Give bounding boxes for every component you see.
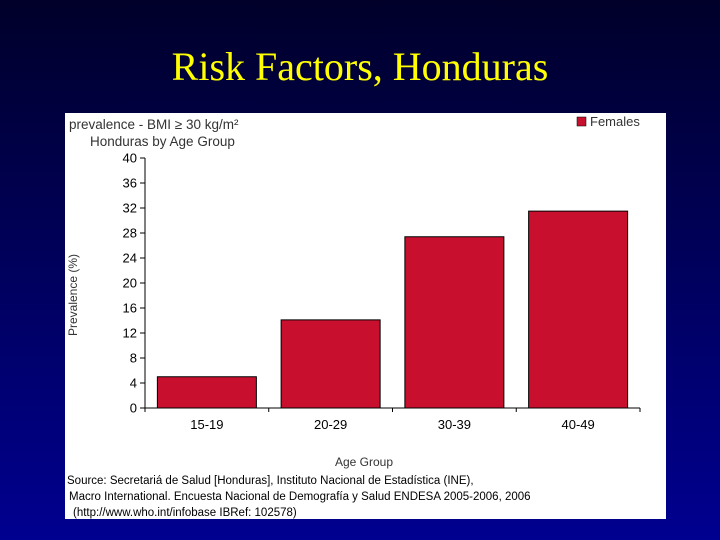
x-tick-label: 40-49 xyxy=(562,417,595,432)
y-tick-label: 28 xyxy=(123,226,137,241)
legend-label: Females xyxy=(590,114,640,129)
x-tick-label: 20-29 xyxy=(314,417,347,432)
y-tick-label: 16 xyxy=(123,301,137,316)
bar xyxy=(404,236,505,409)
legend-swatch xyxy=(576,116,587,127)
x-tick-label: 15-19 xyxy=(190,417,223,432)
y-tick-label: 40 xyxy=(123,151,137,166)
y-tick-label: 12 xyxy=(123,326,137,341)
y-tick-label: 4 xyxy=(130,376,137,391)
slide-title: Risk Factors, Honduras xyxy=(172,44,549,89)
y-tick-label: 24 xyxy=(123,251,137,266)
source-note: Macro International. Encuesta Nacional d… xyxy=(69,491,531,503)
source-note: Source: Secretariá de Salud [Honduras], … xyxy=(67,475,474,487)
source-note: (http://www.who.int/infobase IBRef: 1025… xyxy=(73,507,297,519)
bar xyxy=(156,376,257,409)
y-tick-label: 0 xyxy=(130,401,137,416)
y-tick-label: 20 xyxy=(123,276,137,291)
x-tick-label: 30-39 xyxy=(438,417,471,432)
y-tick-label: 8 xyxy=(130,351,137,366)
chart-subtitle: Honduras by Age Group xyxy=(90,134,235,149)
bar xyxy=(528,210,629,409)
x-axis-label: Age Group xyxy=(335,455,393,469)
chart: prevalence - BMI ≥ 30 kg/m² Honduras by A… xyxy=(66,114,641,519)
y-tick-label: 36 xyxy=(123,176,137,191)
y-axis-label: Prevalence (%) xyxy=(66,254,80,336)
y-tick-label: 32 xyxy=(123,201,137,216)
bar xyxy=(280,319,381,409)
chart-title: prevalence - BMI ≥ 30 kg/m² xyxy=(69,117,239,132)
